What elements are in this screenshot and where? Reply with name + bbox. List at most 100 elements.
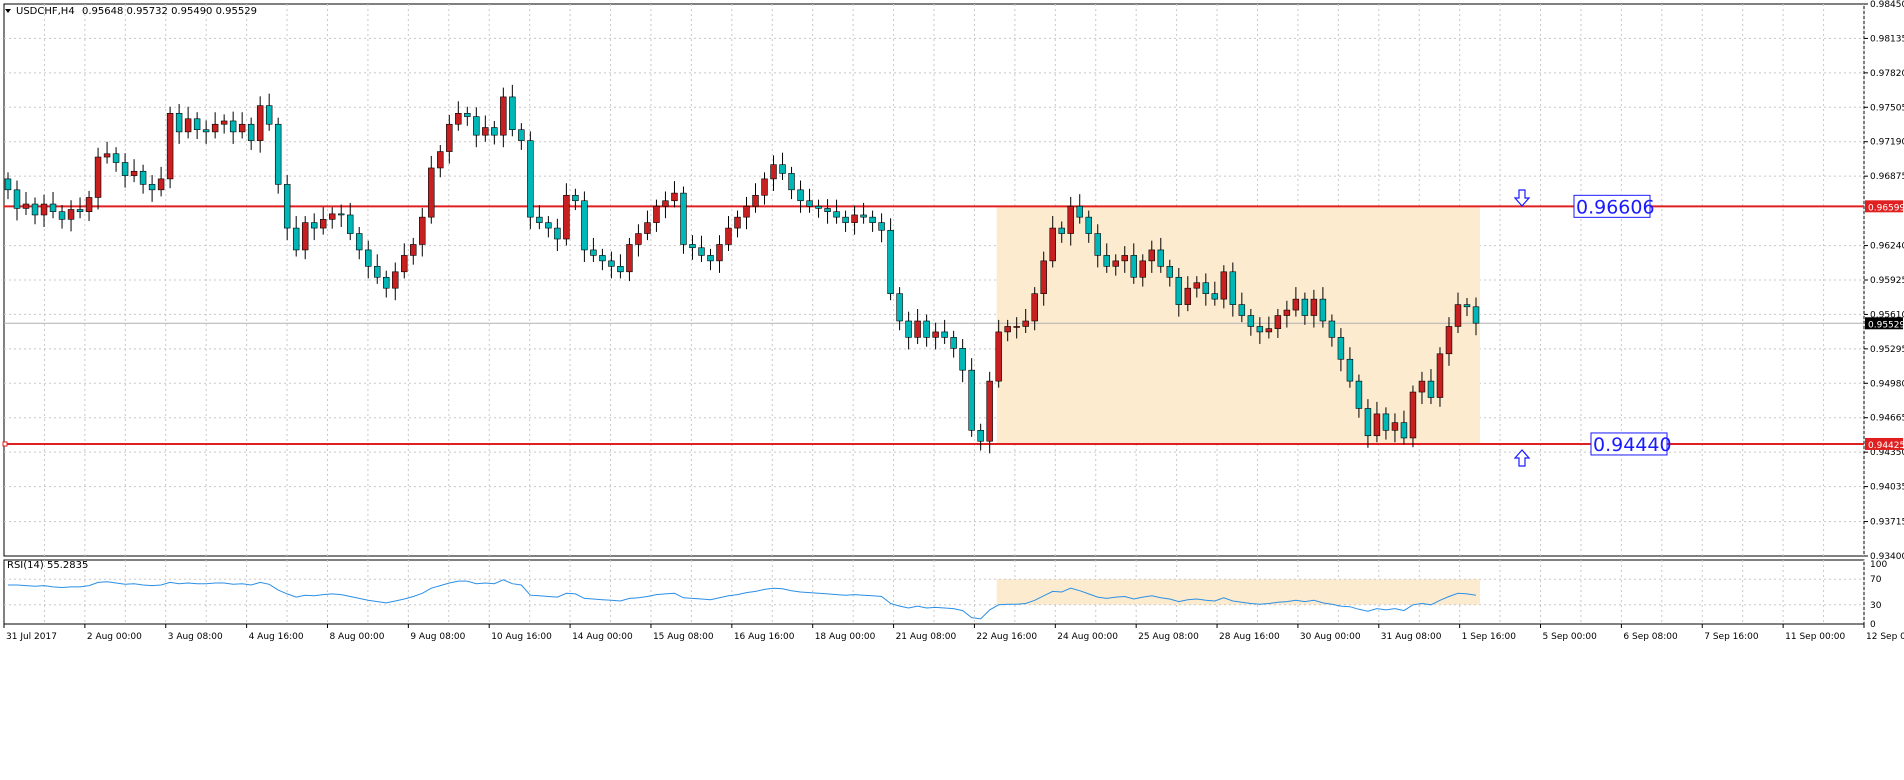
candle-body — [1436, 353, 1444, 398]
candle-body — [1094, 233, 1101, 256]
candle-body — [860, 214, 867, 218]
candle-body — [842, 216, 849, 223]
candle-body — [725, 227, 732, 245]
candle-body — [923, 320, 930, 338]
candle-body — [49, 203, 57, 212]
candle-body — [914, 320, 921, 338]
candle-body — [4, 178, 12, 191]
candle-body — [310, 222, 318, 229]
candle-body — [707, 255, 714, 262]
candle-body — [22, 203, 30, 209]
ohlc-label: 0.95648 0.95732 0.95490 0.95529 — [82, 6, 257, 17]
price-tick-label: 0.93715 — [1870, 518, 1904, 528]
current-price-tag: 0.95529 — [1868, 320, 1904, 330]
candle-body — [1337, 337, 1345, 360]
candle-body — [1256, 326, 1264, 333]
candle-body — [581, 200, 588, 251]
resistance-price-tag: 0.96599 — [1868, 203, 1904, 213]
candle-body — [644, 222, 651, 234]
candle-body — [734, 216, 741, 229]
candle-body — [166, 113, 174, 180]
candle-body — [680, 192, 687, 245]
time-tick-label: 15 Aug 08:00 — [653, 632, 714, 642]
candle-body — [1301, 298, 1309, 316]
time-tick-label: 10 Aug 16:00 — [491, 632, 552, 642]
candle-body — [1148, 249, 1156, 262]
down-arrow-icon — [1513, 189, 1531, 207]
candle-body — [995, 331, 1002, 382]
candle-body — [761, 178, 768, 196]
candle-body — [716, 244, 723, 262]
candle-body — [1067, 205, 1074, 234]
support-annotation-box — [1590, 432, 1668, 456]
candle-body — [1103, 255, 1110, 267]
candle-body — [148, 184, 156, 191]
price-tick-label: 0.97820 — [1870, 69, 1904, 79]
candle-body — [1463, 304, 1471, 308]
price-tick-label: 0.95610 — [1870, 310, 1904, 320]
candle-body — [1400, 422, 1408, 439]
support-annotation: 0.94440 — [1593, 434, 1672, 456]
time-tick-label: 30 Aug 00:00 — [1300, 632, 1361, 642]
rsi-scale-label: 70 — [1870, 575, 1882, 585]
time-tick-label: 2 Aug 00:00 — [87, 632, 142, 642]
candle-body — [1373, 413, 1381, 437]
candle-body — [554, 227, 561, 240]
candle-body — [229, 120, 237, 133]
candle-body — [292, 227, 300, 251]
candle-body — [337, 213, 345, 216]
candle-body — [1004, 326, 1011, 333]
candle-body — [1175, 276, 1183, 305]
candle-body — [986, 380, 993, 442]
time-tick-label: 14 Aug 00:00 — [572, 632, 633, 642]
candle-body — [1364, 408, 1372, 437]
candle-body — [896, 293, 903, 322]
candle-body — [211, 123, 219, 133]
support-line-handle[interactable] — [2, 441, 8, 447]
candle-body — [1139, 260, 1147, 278]
consolidation-zone — [996, 206, 1480, 444]
candle-body — [464, 113, 471, 117]
symbol-dropdown-icon[interactable] — [5, 9, 11, 13]
time-tick-label: 25 Aug 08:00 — [1138, 632, 1199, 642]
candle-body — [202, 129, 210, 133]
candle-body — [256, 105, 264, 141]
candle-body — [1283, 309, 1291, 316]
time-tick-label: 16 Aug 16:00 — [734, 632, 795, 642]
current-price-tag-bg — [1865, 317, 1903, 330]
candle-body — [1346, 358, 1354, 382]
candle-body — [1265, 328, 1273, 333]
candle-body — [13, 189, 21, 209]
candle-body — [968, 369, 975, 431]
candle-body — [563, 194, 570, 240]
candle-body — [365, 249, 372, 267]
time-tick-label: 5 Sep 00:00 — [1543, 632, 1598, 642]
candle-body — [662, 200, 669, 207]
price-tick-label: 0.98135 — [1870, 34, 1904, 44]
candle-body — [824, 208, 831, 212]
rsi-scale-label: 100 — [1870, 560, 1887, 570]
candle-body — [509, 96, 516, 131]
candle-body — [356, 233, 363, 251]
rsi-line — [8, 579, 1477, 620]
candle-body — [1058, 227, 1065, 234]
candle-body — [31, 203, 39, 216]
price-tick-label: 0.94980 — [1870, 379, 1904, 389]
candle-body — [1445, 326, 1453, 355]
resistance-annotation: 0.96606 — [1576, 196, 1655, 218]
candle-body — [779, 164, 786, 174]
candle-body — [130, 170, 138, 176]
candle-body — [319, 219, 327, 229]
time-tick-label: 21 Aug 08:00 — [896, 632, 957, 642]
candle-body — [698, 247, 705, 256]
candle-body — [1274, 315, 1282, 329]
candle-body — [1166, 266, 1174, 278]
candle-body — [247, 123, 255, 141]
candle-body — [1202, 282, 1210, 294]
price-tick-label: 0.94350 — [1870, 448, 1904, 458]
candle-body — [608, 260, 615, 267]
candle-body — [193, 118, 201, 131]
candle-body — [1193, 282, 1201, 289]
